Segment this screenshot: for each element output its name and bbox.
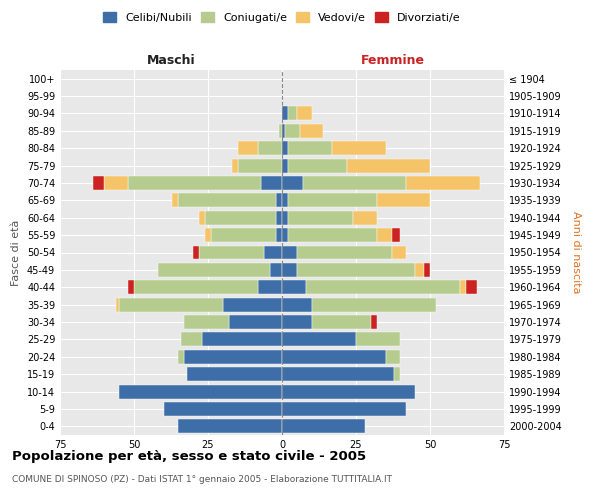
Bar <box>199 246 264 260</box>
Bar <box>178 194 276 207</box>
Bar <box>211 228 276 242</box>
Bar <box>297 246 392 260</box>
Bar <box>92 176 104 190</box>
Bar <box>223 298 282 312</box>
Bar <box>282 124 285 138</box>
Bar <box>282 106 288 120</box>
Bar <box>172 194 178 207</box>
Bar <box>178 350 184 364</box>
Bar <box>282 350 386 364</box>
Bar <box>282 332 356 346</box>
Bar <box>415 263 424 277</box>
Bar <box>356 332 400 346</box>
Bar <box>282 246 297 260</box>
Bar <box>128 280 134 294</box>
Bar <box>259 142 282 155</box>
Bar <box>377 228 392 242</box>
Bar <box>288 211 353 224</box>
Bar <box>282 384 415 398</box>
Bar <box>184 315 229 329</box>
Bar <box>259 280 282 294</box>
Bar <box>353 211 377 224</box>
Bar <box>282 315 311 329</box>
Bar <box>104 176 128 190</box>
Bar <box>300 124 323 138</box>
Bar <box>311 298 436 312</box>
Bar <box>276 211 282 224</box>
Bar <box>205 211 276 224</box>
Bar <box>371 315 377 329</box>
Bar <box>276 194 282 207</box>
Y-axis label: Fasce di età: Fasce di età <box>11 220 21 286</box>
Bar <box>238 142 259 155</box>
Bar <box>202 332 282 346</box>
Legend: Celibi/Nubili, Coniugati/e, Vedovi/e, Divorziati/e: Celibi/Nubili, Coniugati/e, Vedovi/e, Di… <box>99 8 465 28</box>
Bar <box>311 315 371 329</box>
Bar <box>424 263 430 277</box>
Bar <box>119 384 282 398</box>
Bar <box>181 332 202 346</box>
Bar <box>288 106 297 120</box>
Bar <box>297 106 311 120</box>
Y-axis label: Anni di nascita: Anni di nascita <box>571 211 581 294</box>
Bar <box>305 280 460 294</box>
Bar <box>377 194 430 207</box>
Bar <box>282 158 288 172</box>
Bar <box>282 211 288 224</box>
Bar <box>303 176 406 190</box>
Bar <box>282 420 365 434</box>
Bar <box>116 298 119 312</box>
Bar <box>394 367 400 381</box>
Bar <box>158 263 270 277</box>
Bar <box>164 402 282 416</box>
Bar <box>392 228 400 242</box>
Bar <box>184 350 282 364</box>
Bar <box>285 124 300 138</box>
Bar <box>276 228 282 242</box>
Bar <box>466 280 478 294</box>
Bar <box>288 142 332 155</box>
Bar <box>297 263 415 277</box>
Bar <box>392 246 406 260</box>
Text: COMUNE DI SPINOSO (PZ) - Dati ISTAT 1° gennaio 2005 - Elaborazione TUTTITALIA.IT: COMUNE DI SPINOSO (PZ) - Dati ISTAT 1° g… <box>12 475 392 484</box>
Bar <box>282 367 394 381</box>
Text: Popolazione per età, sesso e stato civile - 2005: Popolazione per età, sesso e stato civil… <box>12 450 366 463</box>
Bar <box>187 367 282 381</box>
Bar <box>279 124 282 138</box>
Bar <box>264 246 282 260</box>
Bar <box>282 402 406 416</box>
Text: Femmine: Femmine <box>361 54 425 68</box>
Bar <box>288 194 377 207</box>
Bar <box>238 158 282 172</box>
Bar <box>282 176 303 190</box>
Bar <box>460 280 466 294</box>
Bar <box>282 280 305 294</box>
Bar <box>232 158 238 172</box>
Bar <box>288 228 377 242</box>
Bar <box>229 315 282 329</box>
Bar <box>347 158 430 172</box>
Bar <box>282 298 311 312</box>
Bar <box>178 420 282 434</box>
Bar <box>288 158 347 172</box>
Text: Maschi: Maschi <box>146 54 196 68</box>
Bar <box>282 263 297 277</box>
Bar <box>205 228 211 242</box>
Bar <box>128 176 261 190</box>
Bar <box>282 194 288 207</box>
Bar <box>134 280 259 294</box>
Bar <box>406 176 481 190</box>
Bar <box>386 350 400 364</box>
Bar <box>193 246 199 260</box>
Bar <box>261 176 282 190</box>
Bar <box>282 142 288 155</box>
Bar <box>282 228 288 242</box>
Bar <box>199 211 205 224</box>
Bar <box>270 263 282 277</box>
Bar <box>332 142 386 155</box>
Bar <box>119 298 223 312</box>
